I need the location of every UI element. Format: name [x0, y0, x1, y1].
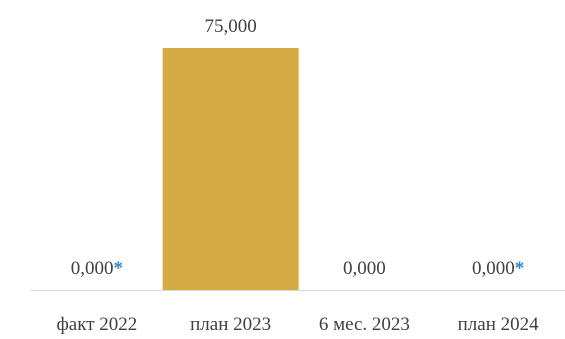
- data-label-1: 75,000: [205, 16, 257, 37]
- data-labels-layer: 0,000* 75,000 0,000 0,000*: [71, 16, 525, 279]
- bar-1: [162, 48, 299, 290]
- x-tick-label-2: 6 мес. 2023: [319, 314, 410, 334]
- x-tick-labels-layer: факт 2022 план 2023 6 мес. 2023 план 2024: [56, 314, 540, 335]
- x-tick-label-0: факт 2022: [56, 314, 137, 334]
- bars-layer: [162, 48, 299, 290]
- data-label-3: 0,000*: [472, 258, 524, 279]
- data-label-0: 0,000*: [71, 258, 123, 279]
- x-tick-label-1: план 2023: [190, 314, 271, 334]
- x-tick-label-3: план 2024: [458, 314, 540, 334]
- data-label-2: 0,000: [343, 258, 386, 279]
